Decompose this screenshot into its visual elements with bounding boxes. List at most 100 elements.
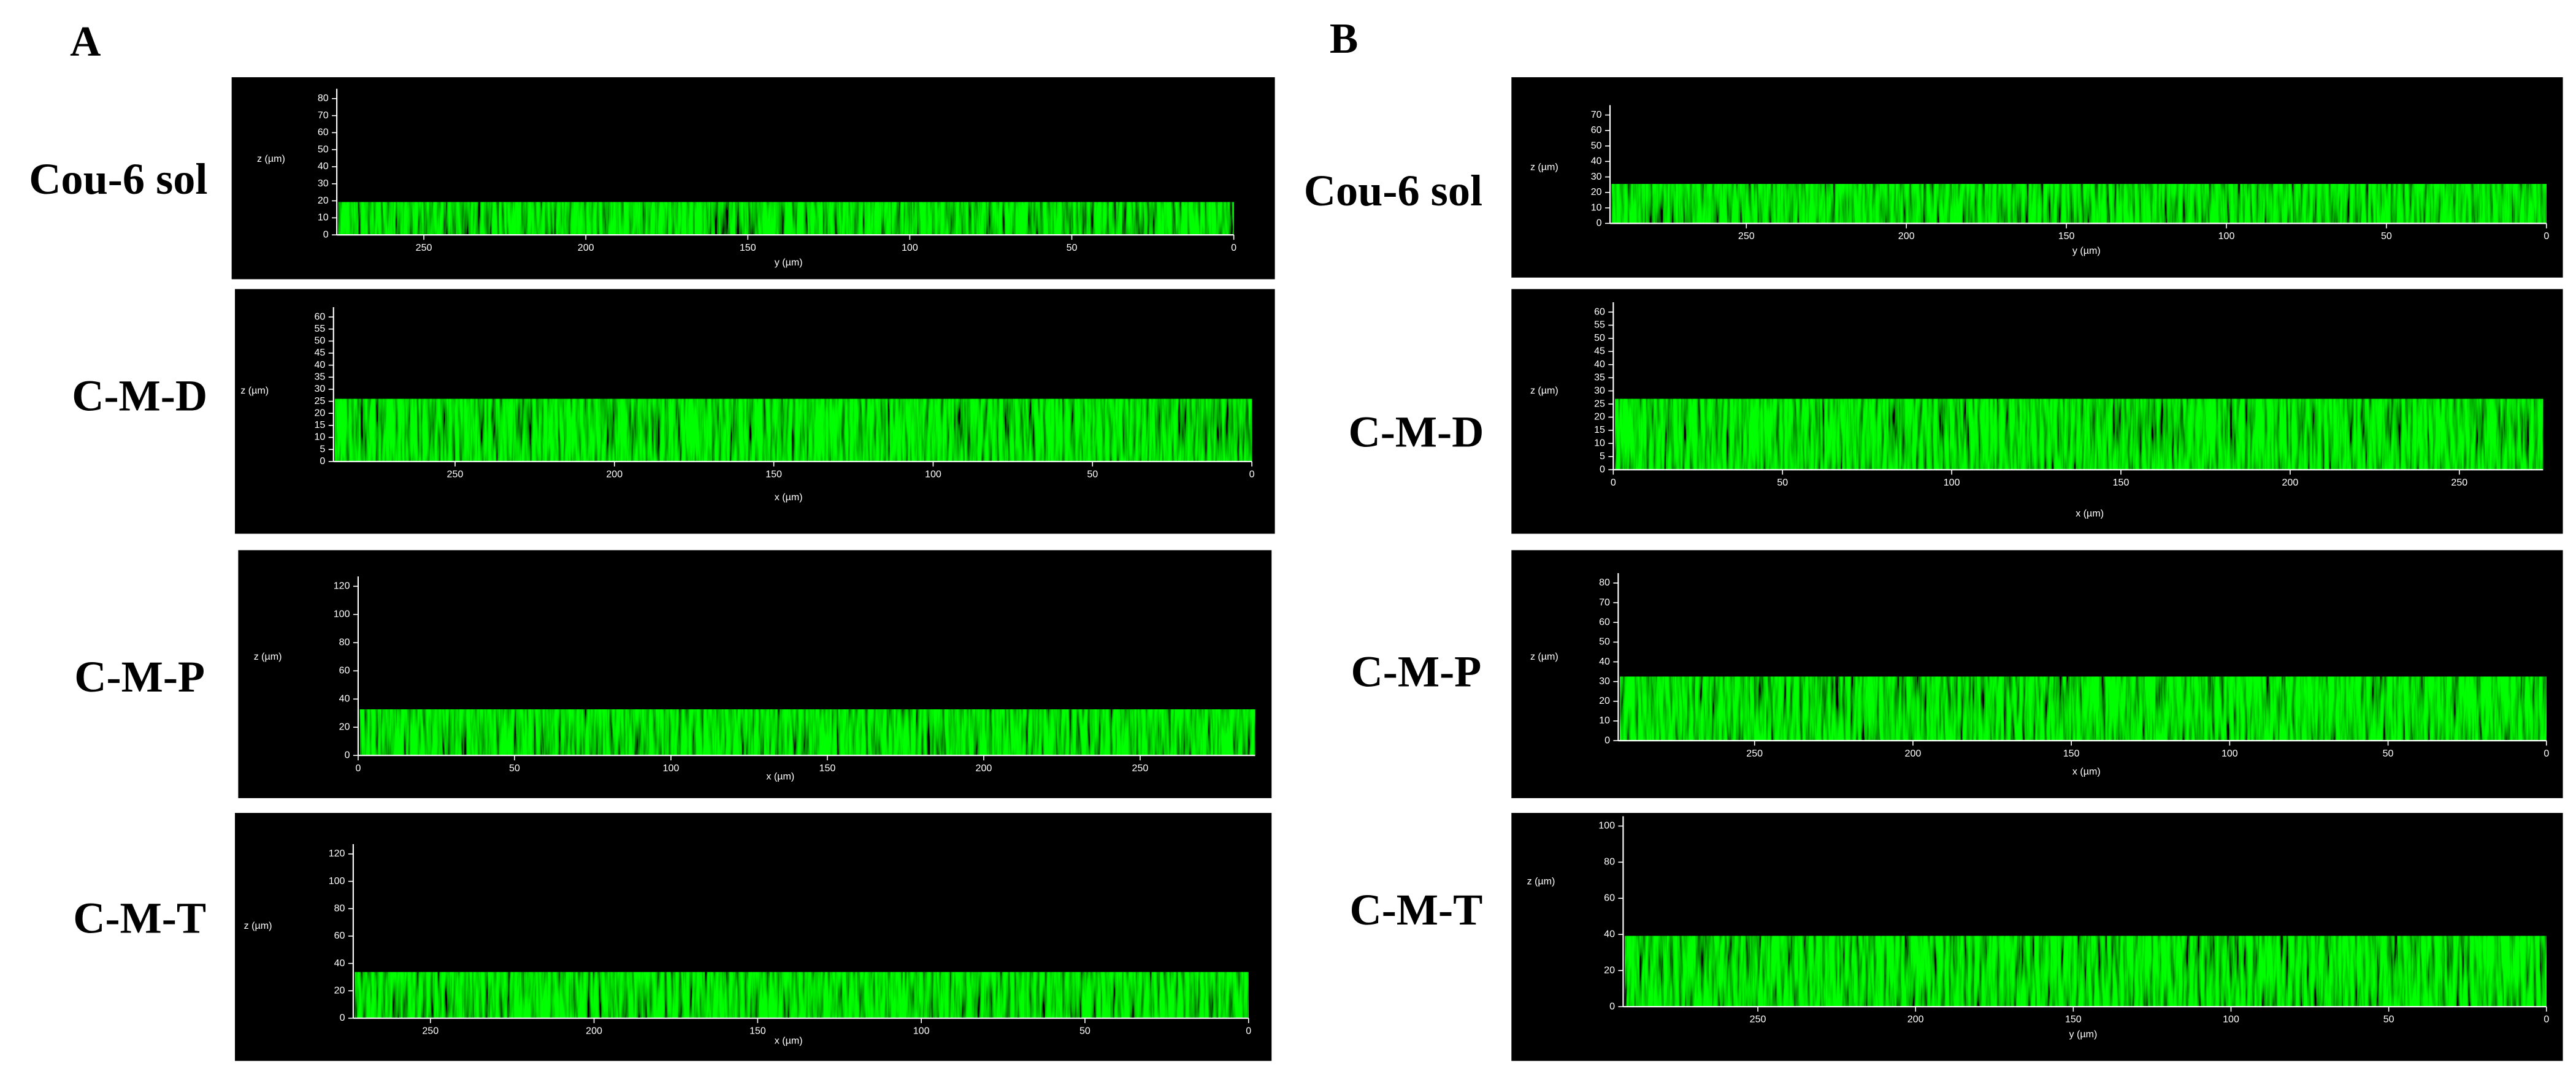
z-axis-label: z (µm) — [240, 385, 269, 396]
z-tick-label: 80 — [339, 637, 350, 648]
fluorescence — [338, 202, 1234, 235]
z-tick-label: 35 — [1594, 372, 1605, 383]
h-tick-label: 250 — [1746, 748, 1763, 759]
h-tick-label: 100 — [902, 242, 918, 253]
z-tick-label: 80 — [1604, 856, 1615, 867]
h-tick-label: 0 — [1249, 468, 1255, 479]
z-axis-label: z (µm) — [1530, 162, 1558, 173]
row-label: C-M-T — [1349, 885, 1482, 934]
z-tick-label: 50 — [1599, 636, 1610, 647]
z-tick-label: 120 — [334, 581, 350, 592]
h-tick-label: 50 — [2383, 1014, 2394, 1025]
h-axis-label: y (µm) — [775, 257, 803, 268]
z-tick-label: 45 — [314, 347, 325, 358]
z-tick-label: 0 — [345, 749, 350, 760]
h-tick-label: 100 — [2218, 231, 2235, 242]
z-tick-label: 20 — [1594, 411, 1605, 422]
image-frame — [235, 812, 1272, 1061]
z-tick-label: 0 — [320, 456, 325, 467]
h-tick-label: 100 — [2223, 1014, 2239, 1025]
z-tick-label: 0 — [340, 1012, 345, 1023]
z-tick-label: 30 — [1594, 385, 1605, 396]
h-tick-label: 250 — [447, 468, 464, 479]
fluorescence — [1620, 676, 2547, 741]
row-label: Cou-6 sol — [29, 154, 207, 204]
h-tick-label: 0 — [2543, 231, 2549, 242]
z-tick-label: 60 — [1594, 306, 1605, 317]
h-tick-label: 100 — [2221, 748, 2238, 759]
h-tick-label: 250 — [1750, 1014, 1766, 1025]
h-axis-label: x (µm) — [2072, 766, 2101, 777]
h-tick-label: 250 — [1738, 231, 1755, 242]
h-axis-label: x (µm) — [775, 1035, 803, 1047]
h-tick-label: 150 — [765, 468, 782, 479]
h-tick-label: 200 — [586, 1025, 602, 1036]
z-tick-label: 35 — [314, 372, 325, 383]
h-tick-label: 0 — [1231, 242, 1236, 253]
z-tick-label: 20 — [334, 985, 345, 996]
image-frame — [1511, 77, 2563, 278]
z-tick-label: 40 — [1591, 156, 1602, 167]
z-tick-label: 40 — [334, 958, 345, 969]
panel-label: A — [70, 18, 101, 66]
z-axis-label: z (µm) — [1530, 651, 1558, 662]
h-tick-label: 250 — [2451, 477, 2467, 488]
z-tick-label: 30 — [314, 383, 325, 394]
h-tick-label: 50 — [1067, 242, 1078, 253]
z-tick-label: 50 — [1594, 332, 1605, 343]
z-tick-label: 40 — [1599, 656, 1610, 667]
panel-label: B — [1330, 15, 1358, 63]
z-tick-label: 10 — [314, 432, 325, 443]
h-tick-label: 150 — [2065, 1014, 2082, 1025]
h-tick-label: 0 — [1611, 477, 1616, 488]
h-tick-label: 50 — [2381, 231, 2392, 242]
h-tick-label: 150 — [749, 1025, 766, 1036]
z-tick-label: 55 — [314, 323, 325, 334]
fluorescence — [1611, 184, 2547, 224]
h-tick-label: 200 — [578, 242, 594, 253]
h-tick-label: 150 — [819, 763, 836, 774]
h-tick-label: 150 — [2063, 748, 2080, 759]
h-tick-label: 50 — [1777, 477, 1788, 488]
h-tick-label: 200 — [606, 468, 623, 479]
z-tick-label: 60 — [318, 127, 329, 138]
z-axis-label: z (µm) — [244, 920, 272, 931]
z-tick-label: 20 — [1591, 186, 1602, 197]
h-tick-label: 0 — [2543, 1014, 2549, 1025]
z-tick-label: 60 — [1599, 617, 1610, 628]
row-label: C-M-P — [1351, 647, 1482, 696]
z-tick-label: 80 — [334, 902, 345, 913]
z-tick-label: 10 — [318, 212, 329, 223]
z-tick-label: 0 — [1609, 1001, 1615, 1012]
z-tick-label: 40 — [1604, 928, 1615, 939]
h-tick-label: 250 — [416, 242, 432, 253]
h-tick-label: 0 — [1246, 1025, 1251, 1036]
h-tick-label: 250 — [422, 1025, 439, 1036]
image-frame — [238, 550, 1272, 798]
h-tick-label: 100 — [925, 468, 941, 479]
z-tick-label: 0 — [1600, 463, 1605, 475]
h-tick-label: 200 — [1898, 231, 1915, 242]
h-tick-label: 0 — [2543, 748, 2549, 759]
h-tick-label: 250 — [1132, 763, 1149, 774]
h-tick-label: 50 — [2383, 748, 2394, 759]
z-tick-label: 20 — [1599, 695, 1610, 706]
z-tick-label: 20 — [1604, 964, 1615, 975]
h-tick-label: 100 — [1944, 477, 1960, 488]
z-axis-label: z (µm) — [1530, 385, 1558, 396]
row-label: C-M-P — [74, 652, 205, 701]
h-tick-label: 200 — [976, 763, 992, 774]
z-tick-label: 50 — [1591, 140, 1602, 151]
z-tick-label: 50 — [314, 335, 325, 346]
z-tick-label: 80 — [318, 93, 329, 104]
z-tick-label: 15 — [314, 419, 325, 430]
z-tick-label: 40 — [318, 161, 329, 172]
fluorescence — [1625, 936, 2547, 1007]
h-tick-label: 150 — [2058, 231, 2075, 242]
z-tick-label: 80 — [1599, 577, 1610, 588]
z-axis-label: z (µm) — [254, 651, 282, 662]
row-label: Cou-6 sol — [1304, 166, 1482, 215]
z-tick-label: 45 — [1594, 346, 1605, 357]
